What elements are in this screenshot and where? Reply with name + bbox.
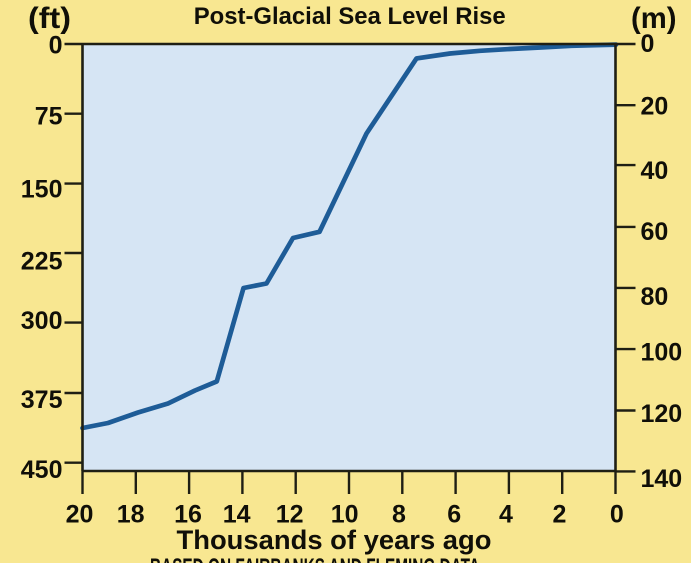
svg-text:20: 20 — [641, 92, 669, 120]
svg-text:300: 300 — [21, 307, 63, 335]
svg-text:450: 450 — [21, 456, 63, 484]
svg-text:18: 18 — [117, 501, 145, 529]
svg-text:40: 40 — [641, 157, 669, 185]
svg-text:(ft): (ft) — [28, 2, 71, 35]
svg-text:0: 0 — [641, 30, 655, 58]
svg-text:4: 4 — [499, 501, 513, 529]
svg-text:225: 225 — [21, 248, 63, 276]
svg-text:80: 80 — [641, 283, 669, 311]
svg-text:16: 16 — [174, 501, 202, 529]
svg-text:60: 60 — [641, 218, 669, 246]
svg-text:120: 120 — [641, 400, 683, 428]
svg-text:100: 100 — [641, 338, 683, 366]
svg-text:14: 14 — [223, 501, 251, 529]
svg-text:10: 10 — [331, 501, 359, 529]
svg-text:140: 140 — [641, 465, 683, 493]
svg-text:375: 375 — [21, 386, 63, 414]
svg-text:(m): (m) — [631, 2, 677, 35]
svg-text:6: 6 — [447, 501, 461, 529]
svg-text:0: 0 — [610, 501, 624, 529]
svg-text:75: 75 — [35, 103, 63, 131]
svg-text:BASED ON FAIRBANKS AND FLEMING: BASED ON FAIRBANKS AND FLEMING DATA — [150, 554, 480, 563]
svg-text:Post-Glacial Sea Level Rise: Post-Glacial Sea Level Rise — [194, 3, 506, 30]
svg-text:20: 20 — [66, 501, 94, 529]
svg-text:8: 8 — [392, 501, 406, 529]
svg-text:0: 0 — [49, 32, 63, 60]
svg-text:2: 2 — [552, 501, 566, 529]
svg-text:12: 12 — [276, 501, 304, 529]
svg-text:Thousands of years ago: Thousands of years ago — [177, 525, 492, 555]
svg-text:150: 150 — [21, 175, 63, 203]
